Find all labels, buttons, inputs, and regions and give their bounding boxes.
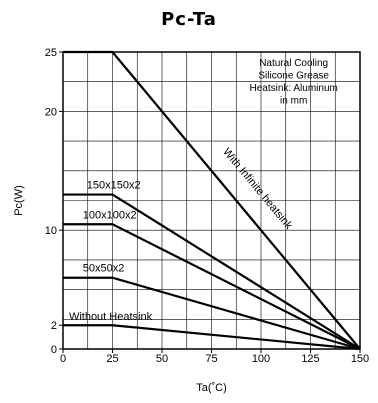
y-tick-label: 2 <box>51 320 57 332</box>
axis-ticks: 0 25 50 75 100 125 150 0 2 10 20 25 <box>45 47 369 365</box>
x-tick-label: 25 <box>106 353 118 365</box>
y-tick-label: 25 <box>45 47 57 59</box>
series-label: 150x150x2 <box>87 180 141 192</box>
x-tick-label: 125 <box>301 353 319 365</box>
series-line <box>63 193 361 350</box>
conditions-note: Natural Cooling Silicone GreaseHeatsink: … <box>249 58 337 107</box>
note-line: Natural Cooling <box>259 58 328 69</box>
series-label: 50x50x2 <box>83 263 125 275</box>
x-tick-label: 75 <box>205 353 217 365</box>
x-tick-label: 0 <box>60 353 66 365</box>
series-label: 100x100x2 <box>83 209 137 221</box>
x-tick-label: 50 <box>156 353 168 365</box>
x-tick-label: 150 <box>351 353 369 365</box>
y-tick-label: 10 <box>45 225 57 237</box>
chart-title: Pc-Ta <box>161 9 217 30</box>
grid <box>63 52 360 349</box>
x-tick-label: 100 <box>252 353 270 365</box>
y-tick-label: 20 <box>45 106 57 118</box>
series-label: With Infinite heatsink <box>220 146 295 232</box>
note-line: Heatsink: Aluminum <box>249 83 337 94</box>
series-line <box>63 223 361 350</box>
note-line: Silicone Grease <box>258 71 329 82</box>
y-tick-label: 0 <box>51 344 57 356</box>
series-line <box>63 276 361 351</box>
note-line: in mm <box>280 96 307 107</box>
series-label: Without Heatsink <box>69 311 153 323</box>
x-axis-label: Ta(˚C) <box>196 382 227 394</box>
y-axis-label: Pc(W) <box>13 185 25 216</box>
series-line <box>63 324 361 351</box>
